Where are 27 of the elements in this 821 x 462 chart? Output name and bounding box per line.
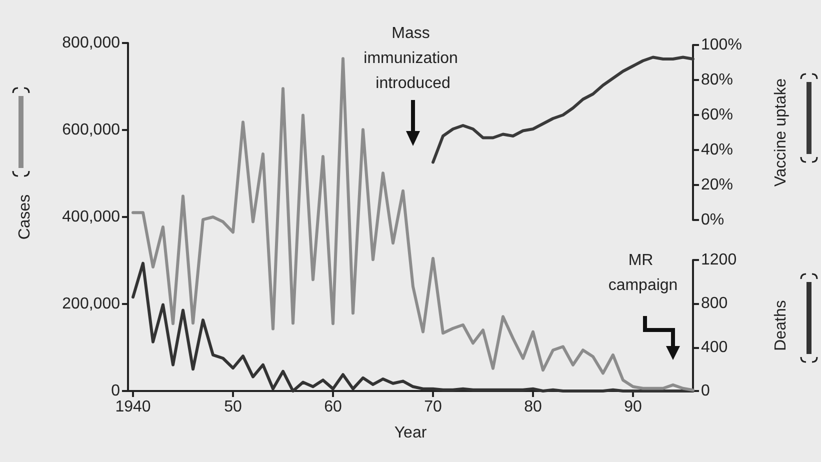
- y3-tick-label: 800: [701, 295, 728, 312]
- x-tick-label: 1940: [115, 398, 151, 416]
- y3-tick-label: 1200: [701, 252, 737, 268]
- x-tick-label: 70: [424, 398, 442, 416]
- y2-tick-label: 80%: [701, 72, 734, 88]
- y2-tick-label: 0%: [701, 212, 724, 228]
- y-tick-label: 400,000: [62, 208, 120, 226]
- y2-tick-label: 60%: [701, 106, 734, 124]
- x-tick-label: 50: [224, 398, 242, 416]
- x-tick-label: 60: [324, 398, 342, 416]
- annotation: MR campaign: [608, 252, 678, 294]
- y-tick-label: 800,000: [62, 34, 120, 52]
- y3-tick-label: 400: [701, 338, 728, 356]
- x-axis-title: Year: [394, 424, 428, 442]
- x-tick-label: 80: [524, 398, 542, 416]
- y2-tick-label: 100%: [701, 36, 742, 54]
- x-tick-label: 90: [624, 398, 642, 416]
- y-tick-label: 200,000: [62, 296, 120, 312]
- y2-axis-title: Vaccine uptake: [772, 78, 790, 187]
- y3-axis-title: Deaths: [772, 300, 790, 351]
- y-tick-label: 0: [111, 382, 120, 400]
- y3-tick-label: 0: [701, 382, 710, 400]
- y-axis-title: Cases: [16, 194, 34, 240]
- y2-tick-label: 40%: [701, 142, 734, 158]
- y-tick-label: 600,000: [62, 122, 120, 138]
- annotation: Mass immunization introduced: [364, 25, 462, 92]
- y2-tick-label: 20%: [701, 176, 734, 194]
